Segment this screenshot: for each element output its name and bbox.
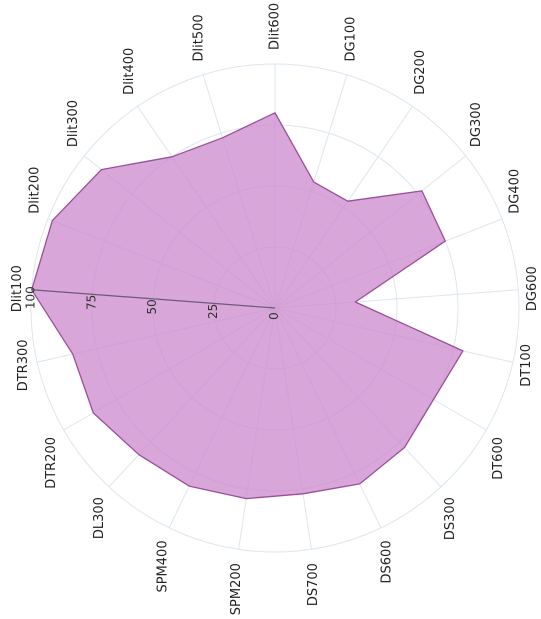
- category-label: Dlit100: [10, 265, 25, 312]
- radial-tick-label: 25: [206, 304, 220, 319]
- radial-tick-label: 0: [267, 312, 281, 320]
- category-label: DG600: [525, 266, 540, 311]
- category-label: Dlit500: [192, 14, 207, 61]
- category-label: DL300: [92, 497, 107, 539]
- category-label: DTR300: [16, 340, 31, 392]
- category-label: Dlit300: [66, 100, 81, 147]
- category-label: DT600: [491, 437, 506, 480]
- category-label: DT100: [519, 344, 534, 387]
- radial-tick-label: 50: [145, 299, 159, 314]
- radial-tick-label: 100: [24, 286, 38, 309]
- category-label: DS700: [306, 563, 321, 606]
- category-label: DG100: [344, 17, 359, 62]
- category-label: SPM200: [229, 563, 244, 615]
- category-label: DS600: [379, 540, 394, 583]
- category-labels: Dlit600 DG100 DG200 DG300 DG400 DG600 DT100 DT6…: [10, 3, 540, 615]
- category-label: DG300: [469, 102, 484, 147]
- radial-axis: 0 25 50 75 100: [24, 286, 281, 320]
- category-label: SPM400: [156, 540, 171, 592]
- radial-axis-line: [31, 289, 276, 309]
- category-label: Dlit200: [27, 167, 42, 214]
- category-label: DTR200: [44, 437, 59, 489]
- radial-tick-label: 75: [84, 295, 98, 310]
- category-label: Dlit400: [122, 48, 137, 95]
- category-label: DG200: [413, 50, 428, 95]
- category-label: Dlit600: [268, 3, 283, 50]
- category-label: DS300: [443, 497, 458, 540]
- category-label: DG400: [508, 169, 523, 214]
